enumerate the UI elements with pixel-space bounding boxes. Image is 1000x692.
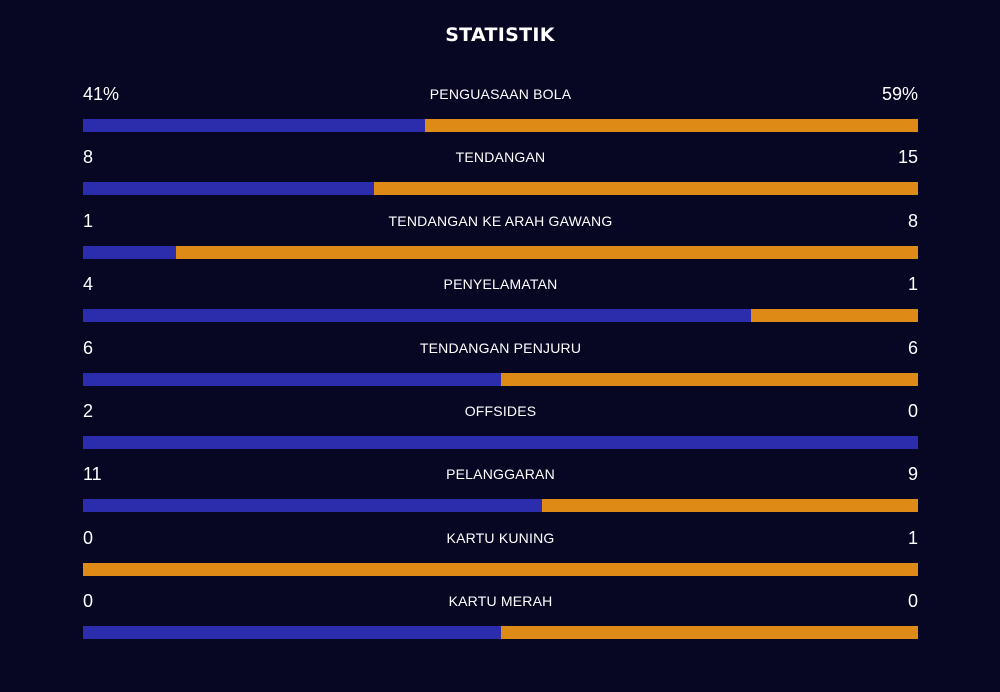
comparison-bar xyxy=(83,435,918,449)
statistics-title: STATISTIK xyxy=(445,24,555,46)
stat-label: PELANGGARAN xyxy=(446,466,555,483)
stat-row-yellow-cards: 0 KARTU KUNING 1 xyxy=(83,524,918,587)
away-value: 1 xyxy=(907,274,918,295)
statistics-list: 41% PENGUASAAN BOLA 59% 8 TENDANGAN 15 1… xyxy=(83,80,918,651)
home-value: 4 xyxy=(83,274,94,295)
away-value: 0 xyxy=(907,591,918,612)
comparison-bar xyxy=(83,372,918,386)
home-value: 0 xyxy=(83,591,94,612)
home-value: 41% xyxy=(83,84,120,104)
away-bar-segment xyxy=(500,626,918,640)
away-value: 1 xyxy=(907,527,918,548)
comparison-bar xyxy=(83,119,918,132)
stat-row-corners: 6 TENDANGAN PENJURU 6 xyxy=(83,334,918,397)
stat-label: TENDANGAN KE ARAH GAWANG xyxy=(388,212,613,229)
stat-row-possession: 41% PENGUASAAN BOLA 59% xyxy=(83,80,918,143)
stat-label: PENYELAMATAN xyxy=(443,276,558,293)
home-bar-segment xyxy=(83,182,374,196)
home-value: 2 xyxy=(83,400,94,421)
away-bar-segment xyxy=(542,499,918,513)
comparison-bar xyxy=(83,245,918,259)
home-value: 1 xyxy=(83,210,94,231)
away-value: 8 xyxy=(907,210,918,231)
away-value: 0 xyxy=(907,400,918,421)
home-bar-segment xyxy=(83,626,501,640)
comparison-bar xyxy=(83,562,918,576)
home-value: 11 xyxy=(83,464,102,485)
stat-row-shots: 8 TENDANGAN 15 xyxy=(83,143,918,206)
away-bar-segment xyxy=(500,372,918,386)
comparison-bar xyxy=(83,309,918,323)
away-bar-segment xyxy=(83,562,918,576)
stat-row-offsides: 2 OFFSIDES 0 xyxy=(83,397,918,460)
away-bar-segment xyxy=(373,182,918,196)
stat-label: KARTU MERAH xyxy=(448,593,553,610)
home-bar-segment xyxy=(83,499,543,513)
home-value: 8 xyxy=(83,147,94,168)
away-value: 9 xyxy=(907,464,918,485)
comparison-bar xyxy=(83,182,918,196)
stat-row-fouls: 11 PELANGGARAN 9 xyxy=(83,460,918,523)
home-bar-segment xyxy=(83,435,918,449)
stat-row-shots-on-target: 1 TENDANGAN KE ARAH GAWANG 8 xyxy=(83,207,918,270)
home-bar-segment xyxy=(83,119,426,132)
stat-label: TENDANGAN xyxy=(455,149,546,166)
away-value: 6 xyxy=(907,337,918,358)
home-bar-segment xyxy=(83,309,751,323)
stat-row-saves: 4 PENYELAMATAN 1 xyxy=(83,270,918,333)
away-bar-segment xyxy=(751,309,918,323)
comparison-bar xyxy=(83,626,918,640)
home-bar-segment xyxy=(83,372,501,386)
stat-label: KARTU KUNING xyxy=(446,529,555,546)
away-value: 59% xyxy=(881,84,918,104)
comparison-bar xyxy=(83,499,918,513)
home-value: 0 xyxy=(83,527,94,548)
stat-label: PENGUASAAN BOLA xyxy=(429,86,572,102)
away-bar-segment xyxy=(425,119,918,132)
home-value: 6 xyxy=(83,337,94,358)
home-bar-segment xyxy=(83,245,176,259)
away-bar-segment xyxy=(175,245,918,259)
stat-label: OFFSIDES xyxy=(464,402,537,419)
stat-label: TENDANGAN PENJURU xyxy=(419,339,582,356)
stat-row-red-cards: 0 KARTU MERAH 0 xyxy=(83,587,918,650)
away-value: 15 xyxy=(897,147,918,168)
